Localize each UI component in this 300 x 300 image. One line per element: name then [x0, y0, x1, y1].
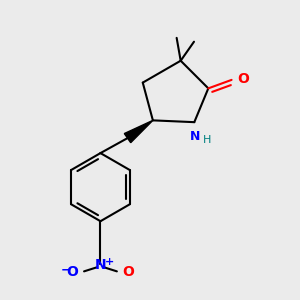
Text: O: O [237, 72, 249, 86]
Text: O: O [67, 265, 79, 279]
Text: −: − [61, 263, 71, 276]
Text: N: N [95, 259, 106, 272]
Text: +: + [105, 257, 114, 267]
Polygon shape [124, 120, 153, 143]
Text: H: H [203, 135, 211, 145]
Text: N: N [190, 130, 200, 143]
Text: O: O [122, 265, 134, 279]
